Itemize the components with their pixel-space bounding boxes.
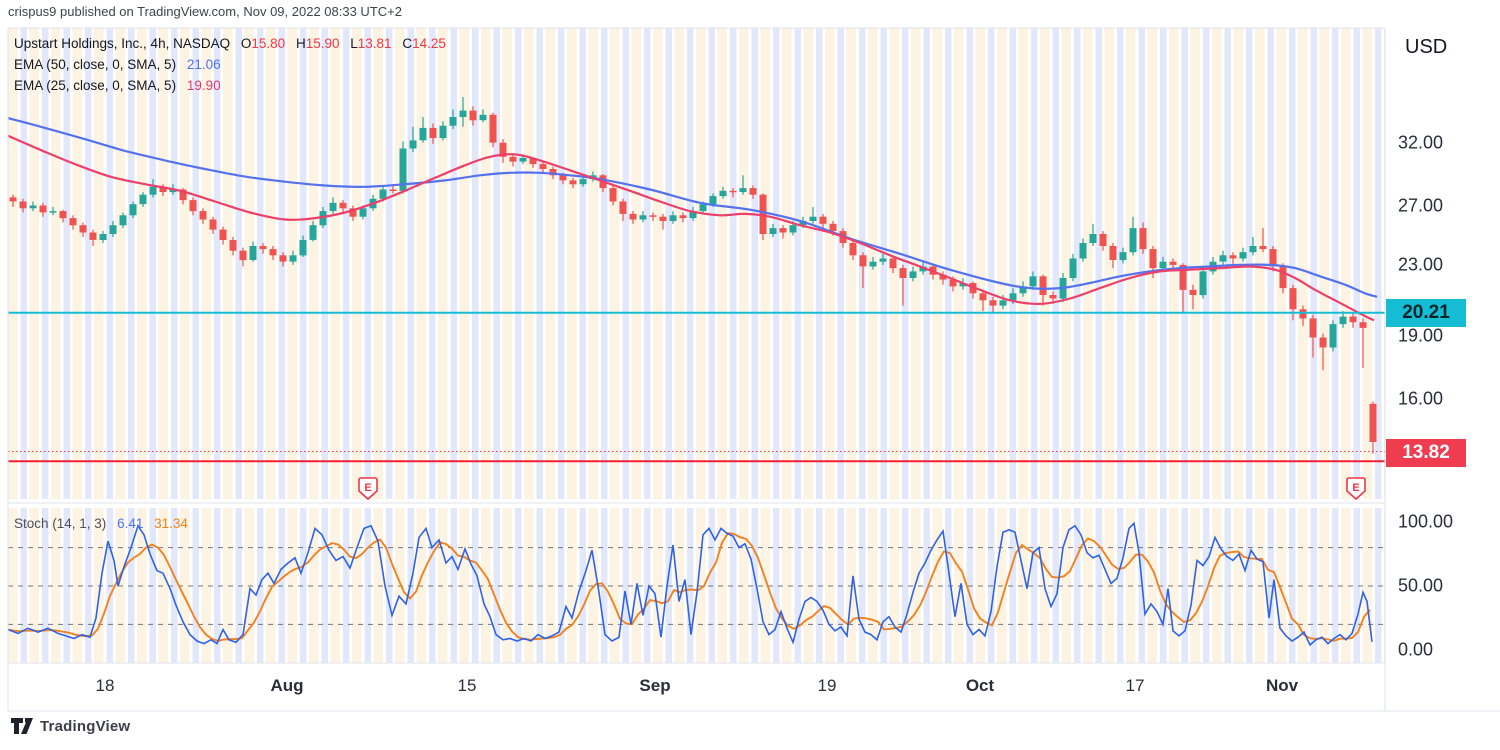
- price-badge-last: 13.82: [1386, 439, 1466, 467]
- price-badge-cyan: 20.21: [1386, 299, 1466, 327]
- time-tick-label: Aug: [270, 676, 304, 695]
- ema50-label: EMA (50, close, 0, SMA, 5): [14, 57, 177, 72]
- time-tick-label: 15: [457, 676, 477, 695]
- high-label: H: [295, 36, 306, 51]
- ema50-legend[interactable]: EMA (50, close, 0, SMA, 5) 21.06: [14, 57, 221, 72]
- low-label: L: [350, 36, 358, 51]
- currency-label: USD: [1405, 36, 1448, 58]
- main-pane[interactable]: [8, 97, 1385, 463]
- symbol-title: Upstart Holdings, Inc., 4h, NASDAQ: [14, 36, 231, 51]
- ema25-line: [8, 134, 1375, 322]
- ema25-value: 19.90: [186, 78, 221, 93]
- brand-text: TradingView: [40, 717, 131, 735]
- pane-borders: [7, 27, 1500, 712]
- red-badge-value: 13.82: [1402, 442, 1450, 463]
- stoch-k-line: [8, 521, 1373, 647]
- close-value: 14.25: [412, 36, 446, 51]
- stoch-tick-label: 50.00: [1398, 575, 1444, 596]
- price-tick-label: 23.00: [1398, 254, 1444, 275]
- ema50-value: 21.06: [186, 57, 221, 72]
- stoch-pane[interactable]: [8, 521, 1385, 647]
- stoch-k-value: 6.41: [117, 516, 144, 531]
- time-tick-label: Oct: [965, 676, 995, 695]
- price-tick-label: 19.00: [1398, 325, 1444, 346]
- time-tick-label: Sep: [639, 676, 671, 695]
- stoch-legend[interactable]: Stoch (14, 1, 3) 6.41 31.34: [14, 516, 188, 531]
- time-tick-label: 17: [1125, 676, 1145, 695]
- high-value: 15.90: [305, 36, 340, 51]
- stoch-tick-label: 0.00: [1398, 639, 1434, 660]
- price-tick-label: 16.00: [1398, 388, 1444, 409]
- stoch-d-line: [8, 532, 1371, 642]
- main-legend[interactable]: Upstart Holdings, Inc., 4h, NASDAQ O15.8…: [14, 36, 446, 51]
- candlestick-series: [9, 97, 1377, 454]
- svg-text:E: E: [364, 482, 371, 494]
- stoch-d-value: 31.34: [154, 516, 188, 531]
- open-label: O: [240, 36, 252, 51]
- time-tick-label: 18: [95, 676, 115, 695]
- attribution-text: crispus9 published on TradingView.com, N…: [8, 4, 402, 19]
- ema50-line: [8, 117, 1378, 298]
- stoch-label: Stoch (14, 1, 3): [14, 516, 107, 531]
- price-tick-label: 32.00: [1398, 132, 1444, 153]
- price-tick-label: 27.00: [1398, 195, 1444, 216]
- tradingview-logo-icon: [11, 718, 33, 734]
- close-label: C: [402, 36, 413, 51]
- footer-brand[interactable]: TradingView: [10, 717, 130, 735]
- ema25-label: EMA (25, close, 0, SMA, 5): [14, 78, 177, 93]
- cyan-badge-value: 20.21: [1402, 302, 1450, 323]
- time-tick-label: 19: [817, 676, 837, 695]
- earnings-event-icon[interactable]: E: [1346, 477, 1366, 501]
- stoch-tick-label: 100.00: [1398, 511, 1454, 532]
- ema25-legend[interactable]: EMA (25, close, 0, SMA, 5) 19.90: [14, 78, 221, 93]
- svg-text:E: E: [1352, 482, 1359, 494]
- stoch-pane-background[interactable]: [8, 508, 1385, 663]
- low-value: 13.81: [357, 36, 392, 51]
- open-value: 15.80: [251, 36, 286, 51]
- time-tick-label: Nov: [1265, 676, 1299, 695]
- earnings-event-icon[interactable]: E: [358, 477, 378, 501]
